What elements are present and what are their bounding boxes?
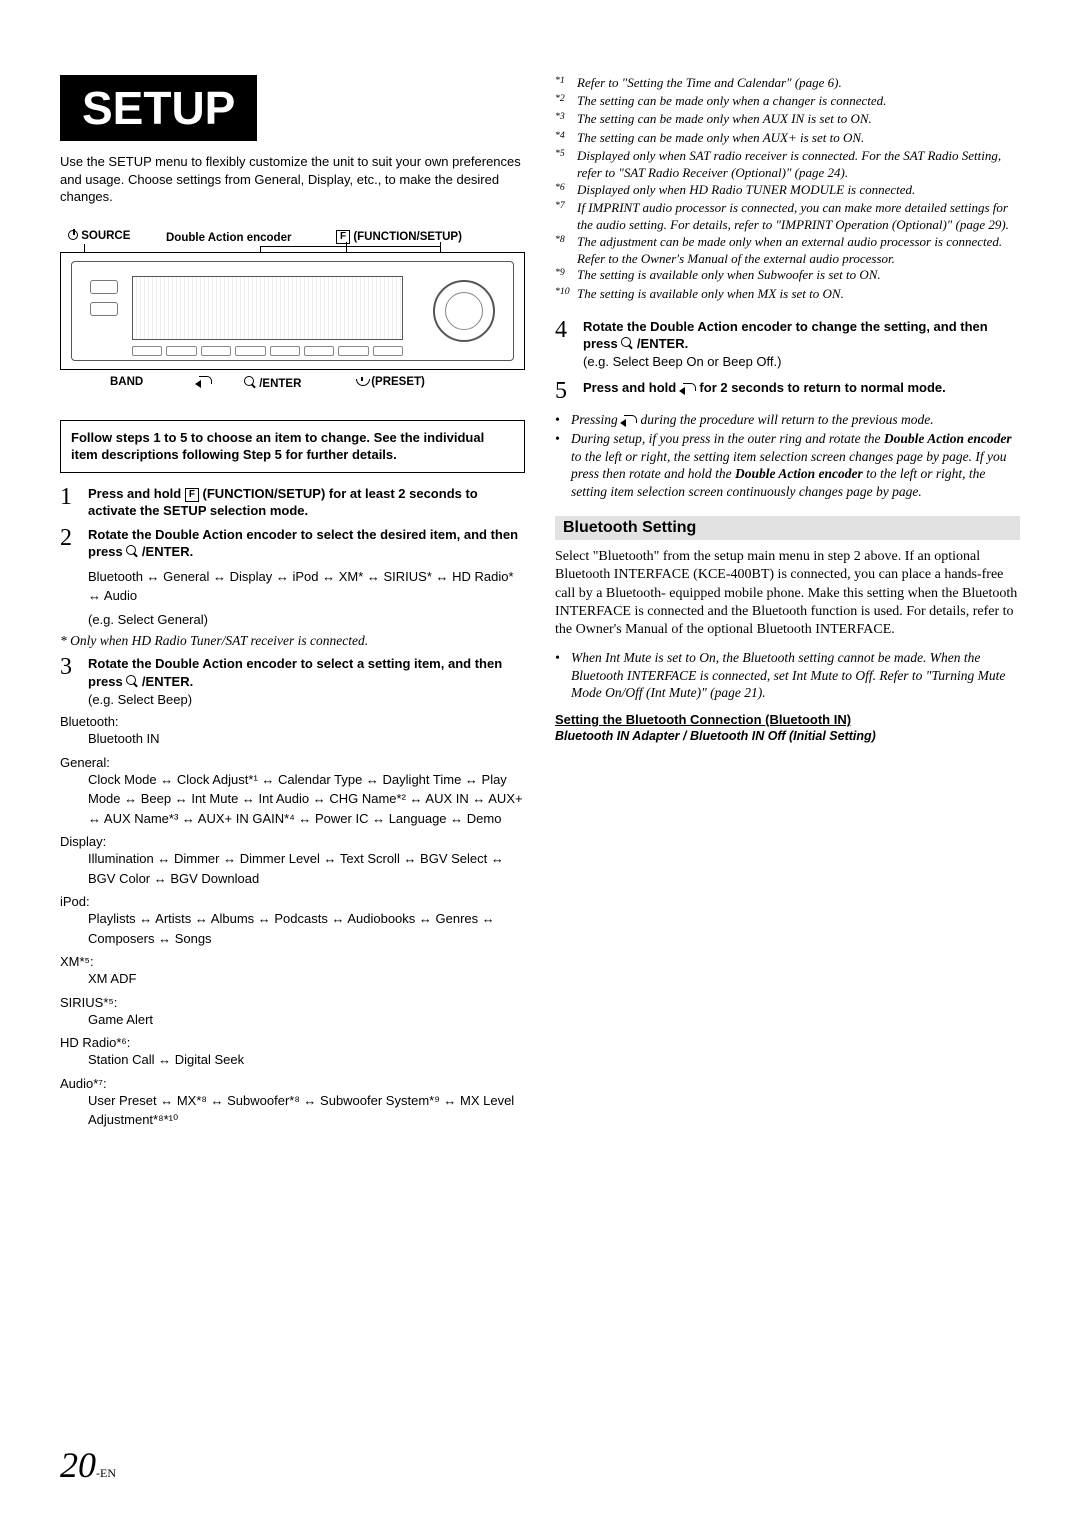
bluetooth-note: •When Int Mute is set to On, the Bluetoo… <box>555 649 1020 702</box>
page-title: SETUP <box>60 75 257 141</box>
power-icon <box>68 230 78 240</box>
cat-bluetooth-items: Bluetooth IN <box>88 729 525 749</box>
cat-audio-items: User Preset ↔ MX*⁸ ↔ Subwoofer*⁸ ↔ Subwo… <box>88 1091 525 1130</box>
step-number: 4 <box>555 318 583 371</box>
step-1: 1 Press and hold F (FUNCTION/SETUP) for … <box>60 485 525 520</box>
step-5: 5 Press and hold for 2 seconds to return… <box>555 379 1020 403</box>
cat-display-items: Illumination ↔ Dimmer ↔ Dimmer Level ↔ T… <box>88 849 525 888</box>
step-2-note: * Only when HD Radio Tuner/SAT receiver … <box>60 633 525 649</box>
step-number: 2 <box>60 526 88 561</box>
cat-general-items: Clock Mode ↔ Clock Adjust*¹ ↔ Calendar T… <box>88 770 525 829</box>
enter-label: /ENTER <box>244 376 301 390</box>
search-icon <box>244 376 256 388</box>
step-number: 5 <box>555 379 583 403</box>
device-diagram: SOURCE Double Action encoder F (FUNCTION… <box>60 216 525 394</box>
search-icon <box>621 337 633 349</box>
footnote-row: *9The setting is available only when Sub… <box>555 267 1020 285</box>
footnote-row: *6Displayed only when HD Radio TUNER MOD… <box>555 182 1020 200</box>
page-number: 20-EN <box>60 1444 116 1486</box>
return-icon <box>196 376 212 388</box>
band-label: BAND <box>110 376 143 388</box>
footnote-row: *10The setting is available only when MX… <box>555 286 1020 304</box>
preset-icon <box>356 377 368 386</box>
bluetooth-subheading-2: Bluetooth IN Adapter / Bluetooth IN Off … <box>555 729 1020 743</box>
footnote-row: *3The setting can be made only when AUX … <box>555 111 1020 129</box>
intro-text: Use the SETUP menu to flexibly customize… <box>60 153 525 206</box>
cat-hdradio-label: HD Radio*⁶: <box>60 1035 525 1050</box>
preset-label: (PRESET) <box>356 376 425 388</box>
return-icon <box>621 415 637 425</box>
cat-xm-items: XM ADF <box>88 969 525 989</box>
footnote-row: *8The adjustment can be made only when a… <box>555 234 1020 268</box>
bluetooth-paragraph: Select "Bluetooth" from the setup main m… <box>555 548 1020 639</box>
setup-notes: •Pressing during the procedure will retu… <box>555 411 1020 501</box>
cat-xm-label: XM*⁵: <box>60 954 525 969</box>
footnote-row: *7If IMPRINT audio processor is connecte… <box>555 200 1020 234</box>
f-box-icon: F <box>185 488 199 502</box>
cat-ipod-label: iPod: <box>60 894 525 909</box>
cat-sirius-label: SIRIUS*⁵: <box>60 995 525 1010</box>
step-2: 2 Rotate the Double Action encoder to se… <box>60 526 525 561</box>
left-column: SETUP Use the SETUP menu to flexibly cus… <box>60 75 525 1130</box>
cat-hdradio-items: Station Call ↔ Digital Seek <box>88 1050 525 1070</box>
step-number: 1 <box>60 485 88 520</box>
return-icon <box>680 383 696 393</box>
note-2: During setup, if you press in the outer … <box>571 430 1020 500</box>
step-3: 3 Rotate the Double Action encoder to se… <box>60 655 525 708</box>
search-icon <box>126 545 138 557</box>
step-number: 3 <box>60 655 88 708</box>
bluetooth-heading: Bluetooth Setting <box>555 516 1020 540</box>
footnotes: *1Refer to "Setting the Time and Calenda… <box>555 75 1020 304</box>
footnote-row: *1Refer to "Setting the Time and Calenda… <box>555 75 1020 93</box>
cat-sirius-items: Game Alert <box>88 1010 525 1030</box>
cat-bluetooth-label: Bluetooth: <box>60 714 525 729</box>
search-icon <box>126 675 138 687</box>
device-illustration <box>60 252 525 370</box>
note-1: Pressing during the procedure will retur… <box>571 411 934 429</box>
step-2-example: (e.g. Select General) <box>88 610 525 630</box>
footnote-row: *2The setting can be made only when a ch… <box>555 93 1020 111</box>
footnote-row: *4The setting can be made only when AUX+… <box>555 130 1020 148</box>
source-label: SOURCE <box>68 230 130 242</box>
right-column: *1Refer to "Setting the Time and Calenda… <box>555 75 1020 1130</box>
cat-display-label: Display: <box>60 834 525 849</box>
instruction-box: Follow steps 1 to 5 to choose an item to… <box>60 420 525 473</box>
encoder-label: Double Action encoder <box>166 232 291 244</box>
footnote-row: *5Displayed only when SAT radio receiver… <box>555 148 1020 182</box>
bluetooth-subheading: Setting the Bluetooth Connection (Blueto… <box>555 712 1020 727</box>
cat-audio-label: Audio*⁷: <box>60 1076 525 1091</box>
step-4: 4 Rotate the Double Action encoder to ch… <box>555 318 1020 371</box>
step-2-flow: Bluetooth ↔ General ↔ Display ↔ iPod ↔ X… <box>88 567 525 606</box>
function-label: F (FUNCTION/SETUP) <box>336 230 462 244</box>
cat-general-label: General: <box>60 755 525 770</box>
f-box-icon: F <box>336 230 350 244</box>
cat-ipod-items: Playlists ↔ Artists ↔ Albums ↔ Podcasts … <box>88 909 525 948</box>
